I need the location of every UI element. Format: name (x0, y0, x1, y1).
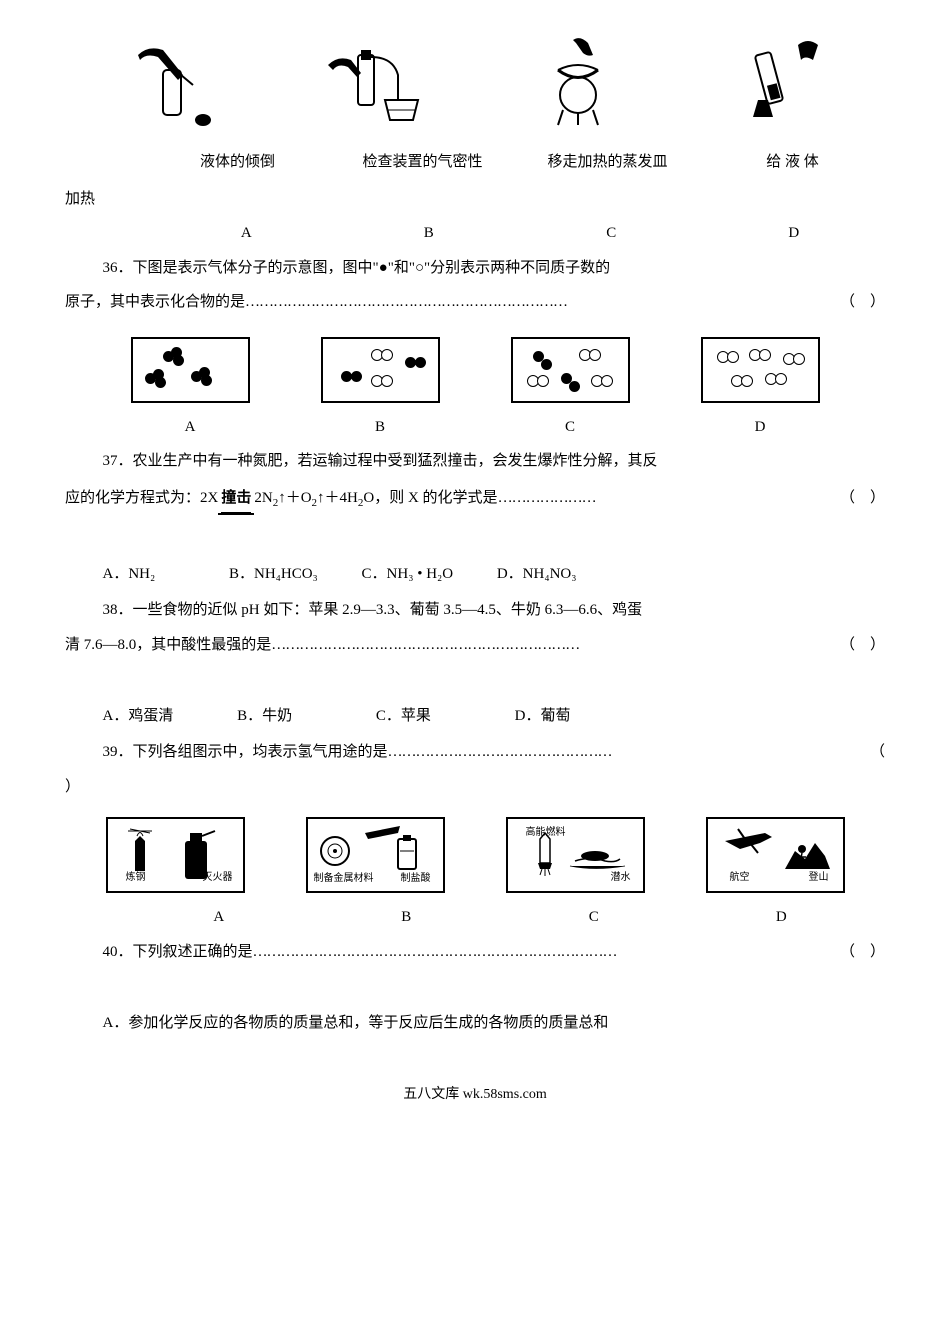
q38-options: A．鸡蛋清 B．牛奶 C．苹果 D．葡萄 (65, 702, 885, 731)
q37-opt-b: B．NH₄HCO₃ (229, 566, 318, 582)
q37-paren: （ ） (840, 484, 885, 513)
q37-options: A．NH₂ B．NH₄HCO₃ C．NH₃ • H₂O D．NH₄NO₃ (65, 560, 885, 589)
usage-b-cap2: 制盐酸 (401, 869, 431, 888)
q40-line: 40．下列叙述正确的是…………………………………………………………………… （ … (65, 938, 885, 967)
q38-opt-a: A．鸡蛋清 (103, 708, 174, 724)
q36-dots: …………………………………………………………… (245, 294, 567, 310)
q36-paren: （ ） (840, 288, 885, 317)
molecule-a (131, 337, 250, 403)
q35-image-c (513, 20, 643, 140)
q39-paren-close: ） (65, 773, 885, 802)
q35-label-a: A (155, 219, 338, 248)
q35-image-a (103, 20, 233, 140)
q35-image-row (65, 20, 885, 140)
q36-line1: 36．下图是表示气体分子的示意图，图中"●"和"○"分别表示两种不同质子数的 (65, 254, 885, 283)
q36-number: 36． (103, 260, 133, 276)
q37-line1: 37．农业生产中有一种氮肥，若运输过程中受到猛烈撞击，会发生爆炸性分解，其反 (65, 447, 885, 476)
pour-liquid-icon (108, 25, 228, 135)
q37-line2: 应的化学方程式为：2X撞击2N2↑＋O2↑＋4H2O，则 X 的化学式是…………… (65, 484, 885, 516)
q39-labels: A B C D (65, 903, 885, 932)
q39-label-b: B (313, 903, 501, 932)
usage-b-cap1: 制备金属材料 (314, 869, 374, 888)
q36-label-d: D (665, 413, 855, 442)
molecule-d (701, 337, 820, 403)
q37-text2a: 应的化学方程式为：2X (65, 490, 218, 506)
q39-usage-row: 炼钢 灭火器 制备金属材料 制盐酸 高能燃料 潜水 (65, 817, 885, 893)
q35-label-b: B (338, 219, 521, 248)
q38-text2: 清 7.6—8.0，其中酸性最强的是 (65, 637, 271, 653)
usage-d: 航空 登山 (706, 817, 845, 893)
q35-label-c: C (520, 219, 703, 248)
q36-label-b: B (285, 413, 475, 442)
q35-caption-c: 移走加热的蒸发皿 (515, 148, 700, 177)
q36-text1: 下图是表示气体分子的示意图，图中"●"和"○"分别表示两种不同质子数的 (133, 260, 611, 276)
q37-text2e: O，则 X 的化学式是 (363, 490, 497, 506)
q36-label-a: A (95, 413, 285, 442)
q38-opt-b: B．牛奶 (237, 708, 292, 724)
q37-dots: ………………… (498, 490, 596, 506)
q37-opt-a: A．NH₂ (103, 566, 156, 582)
q35-labels: A B C D (65, 219, 885, 248)
usage-c: 高能燃料 潜水 (506, 817, 645, 893)
q38-text1: 一些食物的近似 pH 如下：苹果 2.9—3.3、葡萄 3.5—4.5、牛奶 6… (133, 602, 643, 618)
q36-labels: A B C D (65, 413, 885, 442)
q35-image-b (308, 20, 438, 140)
q38-dots: ………………………………………………………… (271, 637, 579, 653)
usage-d-cap1: 航空 (730, 868, 750, 887)
q35-caption-b: 检查装置的气密性 (330, 148, 515, 177)
q39-number: 39． (103, 744, 133, 760)
usage-a: 炼钢 灭火器 (106, 817, 245, 893)
q37-text2d: ↑＋4H (317, 490, 358, 506)
usage-a-cap2: 灭火器 (203, 868, 233, 887)
q35-captions: 液体的倾倒 检查装置的气密性 移走加热的蒸发皿 给 液 体 (65, 148, 885, 177)
q39-label-a: A (125, 903, 313, 932)
q39-paren-open: （ (832, 738, 885, 767)
usage-d-cap2: 登山 (809, 868, 829, 887)
q39-text: 下列各组图示中，均表示氢气用途的是 (133, 744, 388, 760)
impact-label: 撞击 (221, 484, 251, 514)
heat-liquid-icon (723, 25, 843, 135)
q40-paren: （ ） (802, 938, 885, 967)
evaporating-dish-icon (518, 25, 638, 135)
q36-line2: 原子，其中表示化合物的是…………………………………………………………… （ ） (65, 288, 885, 317)
q35-caption-tail: 加热 (65, 185, 885, 214)
q39-line1: 39．下列各组图示中，均表示氢气用途的是………………………………………… （ (65, 738, 885, 767)
q35-image-d (718, 20, 848, 140)
q36-molecules (65, 337, 885, 403)
q39-label-d: D (688, 903, 876, 932)
q38-paren: （ ） (840, 631, 885, 660)
q39-label-c: C (500, 903, 688, 932)
q38-line1: 38．一些食物的近似 pH 如下：苹果 2.9—3.3、葡萄 3.5—4.5、牛… (65, 596, 885, 625)
q37-number: 37． (103, 453, 133, 469)
q37-opt-c: C．NH₃ • H₂O (362, 566, 454, 582)
q40-number: 40． (103, 944, 133, 960)
q37-text2b: 2N (254, 490, 272, 506)
usage-b: 制备金属材料 制盐酸 (306, 817, 445, 893)
page-footer: 五八文库 wk.58sms.com (65, 1082, 885, 1109)
q36-text2: 原子，其中表示化合物的是 (65, 294, 245, 310)
q37-opt-d: D．NH₄NO₃ (497, 566, 577, 582)
q40-dots: …………………………………………………………………… (253, 944, 617, 960)
q35-caption-d: 给 液 体 (700, 148, 885, 177)
q38-line2: 清 7.6—8.0，其中酸性最强的是…………………………………………………………… (65, 631, 885, 660)
q40-opt-a: A．参加化学反应的各物质的质量总和，等于反应后生成的各物质的质量总和 (103, 1015, 609, 1031)
usage-c-cap2: 潜水 (611, 868, 631, 887)
q37-text2c: ↑＋O (278, 490, 311, 506)
q36-label-c: C (475, 413, 665, 442)
molecule-c (511, 337, 630, 403)
q39-dots: ………………………………………… (388, 744, 612, 760)
q38-opt-c: C．苹果 (376, 708, 431, 724)
q35-caption-a: 液体的倾倒 (145, 148, 330, 177)
usage-c-cap1: 高能燃料 (526, 823, 566, 842)
q37-text1: 农业生产中有一种氮肥，若运输过程中受到猛烈撞击，会发生爆炸性分解，其反 (133, 453, 658, 469)
usage-a-cap1: 炼钢 (126, 868, 146, 887)
q40-text: 下列叙述正确的是 (133, 944, 253, 960)
molecule-b (321, 337, 440, 403)
q38-opt-d: D．葡萄 (515, 708, 571, 724)
q40-option-a: A．参加化学反应的各物质的质量总和，等于反应后生成的各物质的质量总和 (65, 1009, 885, 1038)
airtight-check-icon (313, 25, 433, 135)
q35-label-d: D (703, 219, 886, 248)
q38-number: 38． (103, 602, 133, 618)
